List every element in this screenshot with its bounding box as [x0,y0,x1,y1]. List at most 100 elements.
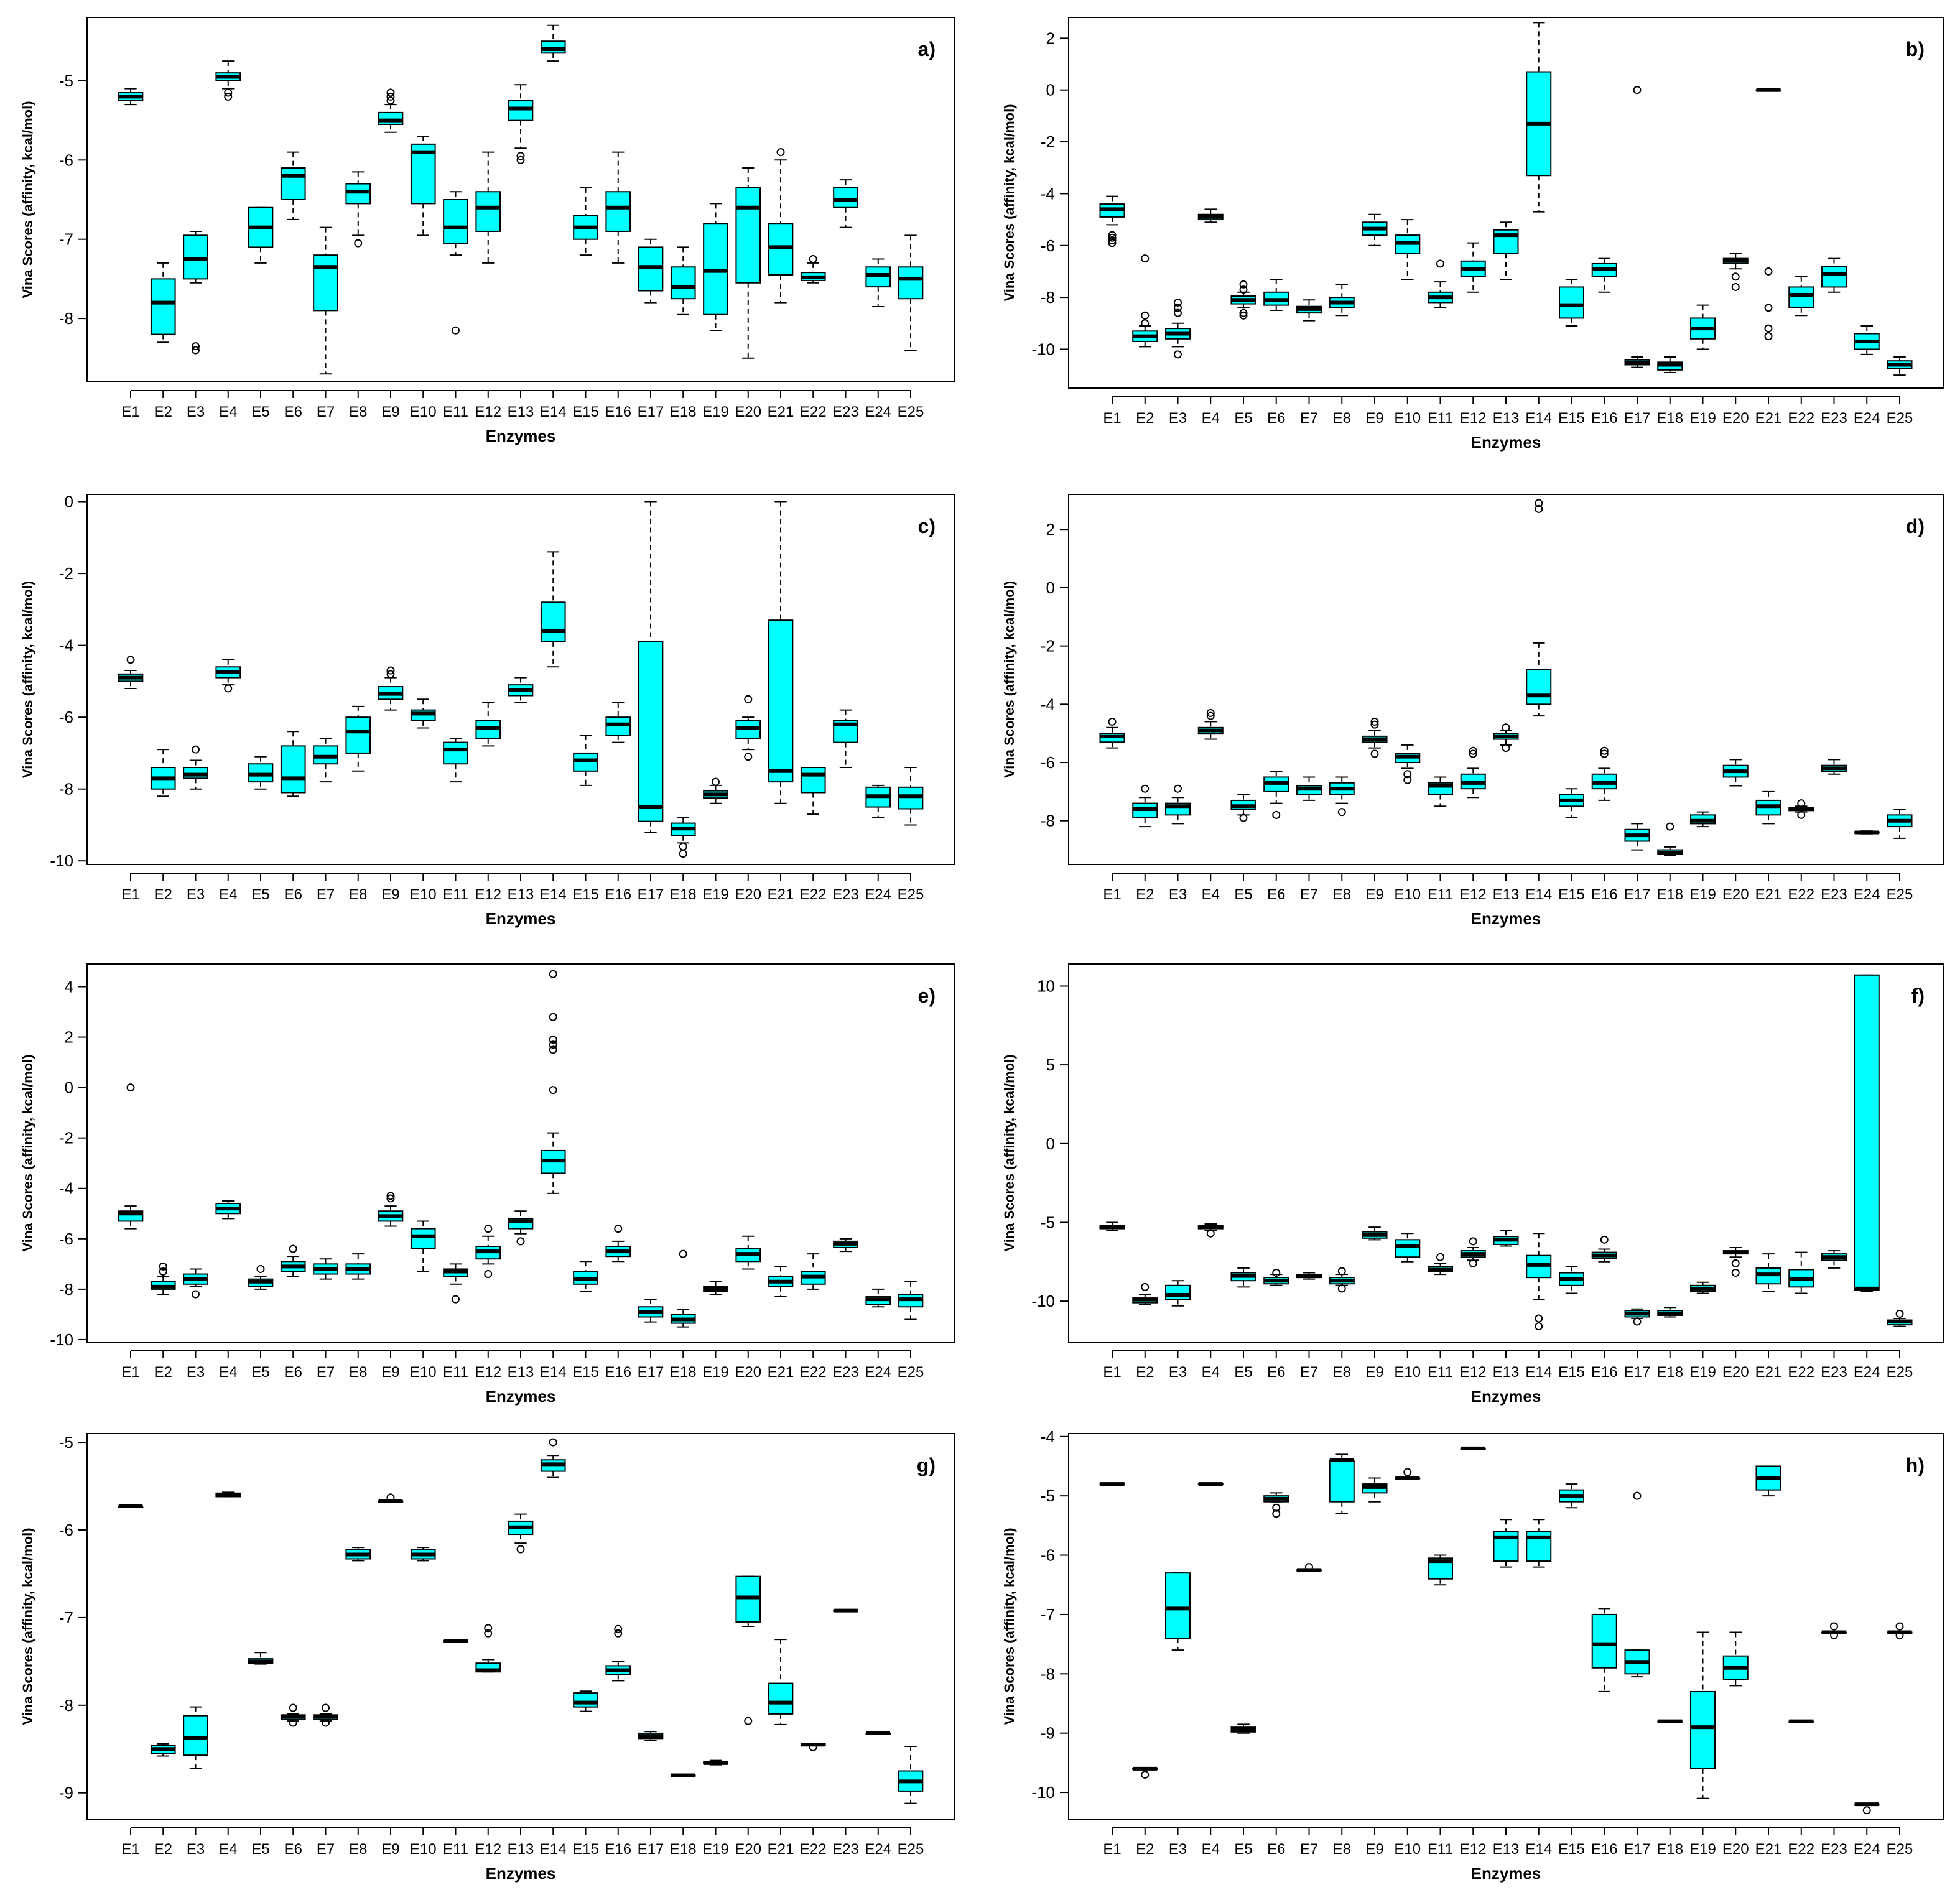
x-tick-label: E12 [475,404,501,420]
outlier-point [614,1624,623,1633]
iqr-box [1329,1459,1355,1503]
x-tick-label: E14 [540,1364,567,1381]
box-E2 [1132,784,1158,828]
x-tick-label: E8 [1333,410,1351,427]
x-tick-label: E11 [443,404,468,420]
outlier-point [1797,799,1806,808]
y-axis-label: Vina Scores (affinity, kcal/mol) [1001,104,1017,301]
outlier-point [386,1493,395,1502]
box-E8 [1329,776,1355,817]
x-tick-label: E10 [410,1841,437,1858]
x-tick-label: E15 [1558,886,1585,903]
y-tick-label: -6 [59,708,73,726]
iqr-box [345,183,371,205]
y-tick-label: -2 [1041,132,1055,151]
x-tick-label: E13 [508,886,534,903]
box-E3 [183,1268,208,1299]
x-tick-label: E18 [670,404,697,420]
x-tick-label: E16 [1591,886,1618,903]
box-E18 [670,246,696,315]
outlier-point [1272,1269,1281,1277]
x-tick-label: E22 [1788,410,1814,427]
x-tick-label: E1 [121,886,139,903]
box-E12 [475,1225,501,1279]
x-tick-label: E13 [1493,1841,1520,1858]
x-axis-label: Enzymes [1471,1864,1541,1883]
box-E1 [118,656,144,689]
box-E17 [1624,823,1650,851]
y-axis-label: Vina Scores (affinity, kcal/mol) [20,1527,35,1725]
x-tick-label: E22 [800,1841,827,1858]
x-tick-label: E6 [1267,886,1285,903]
y-tick-label: 10 [1037,976,1055,995]
x-tick-label: E10 [410,1364,437,1381]
outlier-point [744,753,753,761]
box-E4 [1197,1482,1224,1486]
box-E17 [1624,86,1650,368]
x-tick-label: E4 [1202,886,1220,903]
outlier-point [1108,231,1117,239]
x-tick-label: E10 [1394,1841,1421,1858]
outlier-point [1206,711,1215,720]
x-tick-label: E16 [605,1364,631,1381]
x-tick-label: E24 [1854,1364,1880,1381]
box-E9 [1362,213,1388,246]
outlier-point [1141,1770,1150,1779]
x-tick-label: E6 [1267,410,1285,427]
outlier-point [1370,749,1379,758]
box-E4 [1197,1223,1224,1238]
y-tick-label: 0 [1046,81,1055,100]
x-axis-label: Enzymes [486,1387,556,1406]
outlier-point [1337,808,1346,817]
iqr-box [638,641,664,822]
x-tick-label: E11 [443,886,468,903]
x-tick-label: E21 [768,1841,794,1858]
iqr-box [1395,1239,1421,1258]
box-E4 [215,60,241,101]
y-axis-label: Vina Scores (affinity, kcal/mol) [1001,581,1017,778]
outlier-point [484,1270,493,1279]
x-tick-label: E10 [410,886,437,903]
x-tick-label: E19 [702,886,729,903]
box-E15 [1558,788,1585,819]
box-E24 [1854,974,1880,1292]
outlier-point [1206,1229,1215,1238]
x-tick-label: E14 [1525,410,1552,427]
x-tick-label: E7 [317,1364,335,1381]
x-tick-label: E3 [1169,1841,1187,1858]
x-axis-label: Enzymes [486,1864,556,1883]
outlier-point [192,745,200,754]
x-tick-label: E20 [735,1841,761,1858]
x-tick-label: E4 [219,404,237,420]
outlier-point [1141,319,1150,328]
x-tick-label: E4 [219,1364,237,1381]
outlier-point [1239,285,1248,294]
x-axis-label: Enzymes [1471,909,1541,928]
x-tick-label: E23 [1821,886,1847,903]
box-E11 [1427,776,1454,807]
iqr-box [183,234,208,280]
box-E5 [1230,1723,1256,1734]
outlier-point [1600,1235,1609,1244]
panel-d: 2 0 -2 -4 -6 -8 Vina Scores (affinity, kcal/mo… [1001,494,1944,928]
box-E22 [1788,799,1814,819]
x-tick-label: E25 [1887,1841,1913,1858]
iqr-box [1526,669,1552,705]
box-E8 [1329,284,1355,317]
x-tick-label: E9 [1365,886,1383,903]
box-E9 [1362,1226,1388,1241]
y-tick-label: 2 [65,1028,73,1047]
x-tick-label: E19 [702,404,729,420]
x-tick-label: E3 [1169,1364,1187,1381]
iqr-box [1164,1284,1191,1300]
panel-f: 10 5 0 -5 -10 Vina Scores (affinity, kcal/mol… [1001,963,1944,1406]
x-tick-label: E24 [865,404,891,420]
box-E13 [1493,1519,1519,1568]
x-tick-label: E1 [1103,1364,1121,1381]
box-E2 [1132,1766,1158,1779]
iqr-box [1164,1572,1191,1639]
x-tick-label: E16 [605,404,631,420]
outlier-point [549,1438,557,1447]
x-tick-label: E4 [1202,410,1220,427]
x-tick-label: E5 [251,404,269,420]
